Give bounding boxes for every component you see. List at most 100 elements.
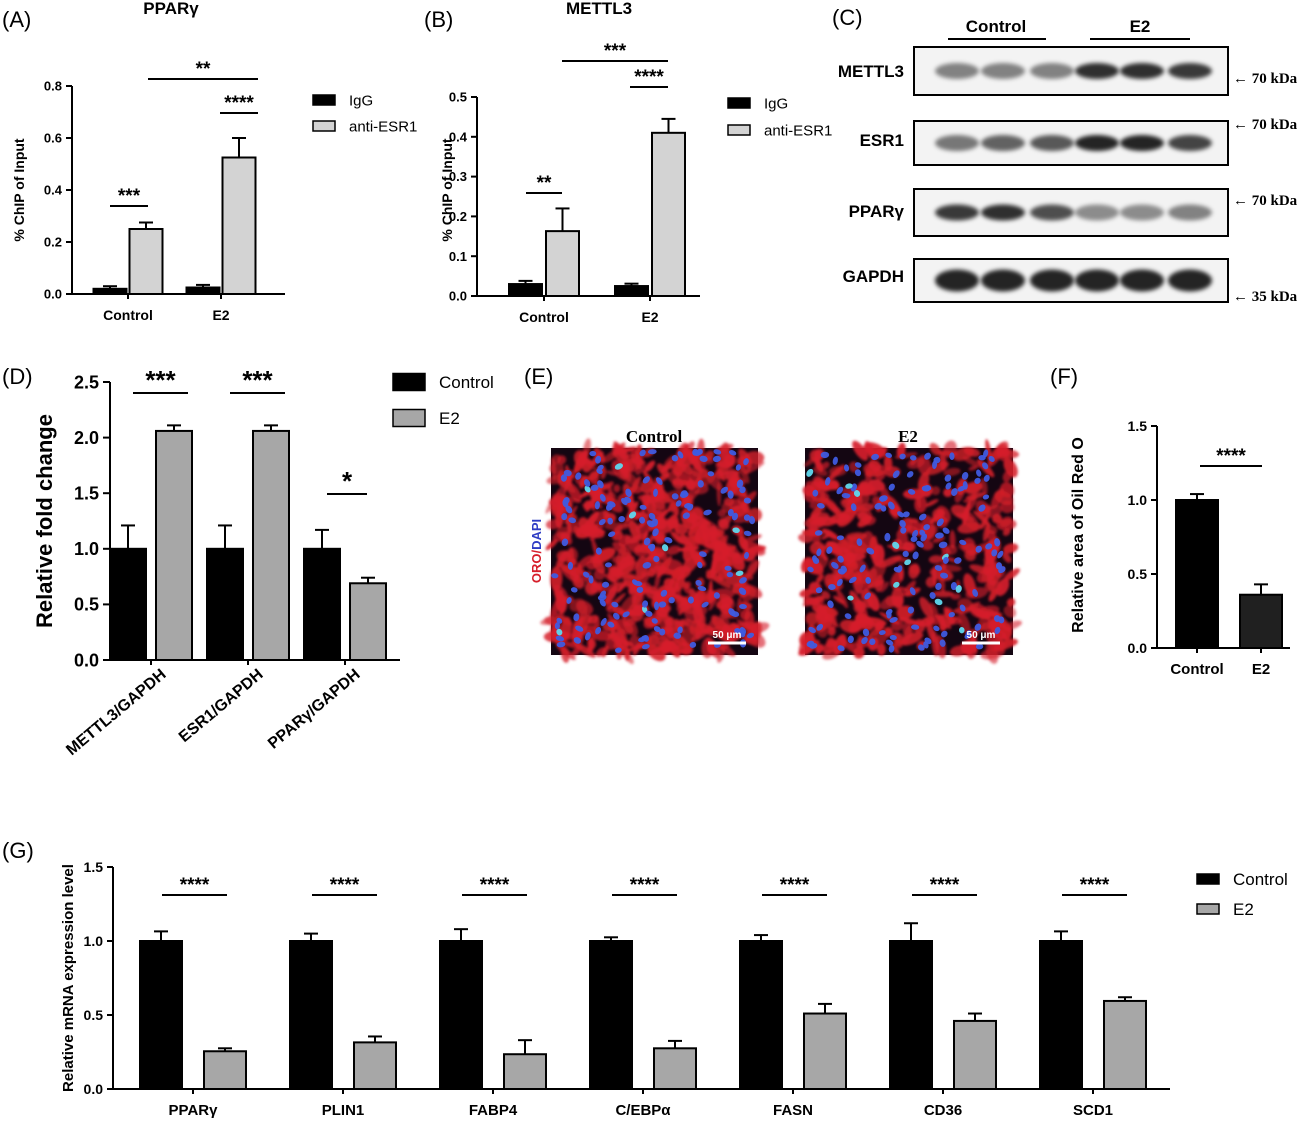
nucleus: [933, 625, 940, 632]
lipid-droplet: [986, 529, 997, 541]
lipid-droplet: [693, 588, 706, 607]
lipid-droplet: [830, 479, 840, 490]
lipid-droplet: [625, 643, 649, 652]
y-tick-label: 1.0: [1128, 492, 1148, 508]
nucleus: [899, 520, 906, 528]
panel-letter-b: (B): [424, 7, 453, 32]
lipid-droplet: [958, 612, 971, 635]
nucleus: [975, 545, 982, 553]
nucleus: [924, 452, 931, 460]
nucleus: [701, 601, 709, 608]
legend-label: IgG: [764, 95, 788, 112]
lipid-droplet: [676, 601, 690, 613]
x-tick-label: PPARγ/GAPDH: [265, 666, 364, 753]
nucleus: [856, 538, 863, 547]
nucleus: [735, 570, 744, 576]
significance-label: ****: [224, 93, 254, 114]
x-tick-label: ESR1/GAPDH: [176, 666, 267, 746]
bar: [503, 1053, 547, 1090]
nucleus: [816, 548, 822, 557]
nucleus: [806, 468, 814, 477]
nucleus: [697, 480, 704, 488]
nucleus: [568, 517, 577, 524]
nucleus: [614, 647, 622, 653]
lipid-droplet: [708, 525, 718, 539]
nucleus: [728, 608, 736, 616]
y-axis-label: % ChIP of Input: [11, 138, 27, 242]
nucleus: [647, 449, 657, 455]
nucleus: [607, 517, 613, 525]
blot-band: [935, 269, 979, 292]
nucleus: [639, 516, 646, 524]
nucleus: [850, 503, 857, 512]
nucleus: [689, 641, 697, 648]
y-tick-label: 0.2: [449, 209, 467, 224]
lipid-droplet: [631, 572, 650, 592]
nucleus: [601, 581, 610, 588]
nucleus: [874, 502, 882, 510]
nucleus: [815, 587, 823, 594]
nucleus: [653, 488, 658, 497]
lipid-droplet: [858, 480, 868, 493]
panel-letter-c: (C): [832, 5, 863, 30]
lipid-droplet: [973, 510, 991, 526]
nucleus: [732, 527, 740, 534]
nucleus: [906, 471, 914, 478]
lipid-droplet: [572, 566, 584, 574]
nucleus: [837, 645, 845, 652]
lipid-droplet: [877, 643, 886, 656]
lipid-droplet: [849, 642, 863, 649]
y-tick-label: 0.0: [74, 650, 99, 670]
nucleus: [561, 513, 568, 521]
lipid-droplet: [1004, 637, 1018, 646]
bar: [155, 429, 193, 662]
lipid-droplet: [798, 533, 813, 543]
y-tick-label: 0.5: [1128, 566, 1148, 582]
nucleus: [888, 645, 895, 653]
lipid-droplet: [569, 598, 586, 612]
x-tick-label: SCD1: [1073, 1102, 1113, 1119]
nucleus: [597, 594, 607, 601]
lipid-droplet: [908, 564, 921, 575]
y-tick-label: 0.8: [44, 79, 62, 94]
nucleus: [697, 561, 703, 569]
nucleus: [736, 479, 744, 489]
nucleus: [917, 644, 925, 651]
nucleus: [809, 643, 818, 649]
nucleus: [923, 524, 931, 531]
x-tick-label: Control: [1170, 661, 1223, 678]
blot-band: [1075, 63, 1119, 79]
nucleus: [853, 490, 861, 497]
lipid-droplet: [840, 535, 854, 554]
panel-letter-f: (F): [1050, 364, 1078, 389]
blot-row-3: GAPDH ← 35 kDa: [843, 258, 1298, 305]
bar: [1239, 593, 1283, 649]
nucleus: [735, 464, 742, 471]
nucleus: [597, 480, 604, 489]
lipid-droplet: [620, 594, 637, 614]
nucleus: [561, 538, 569, 547]
lipid-droplet: [852, 440, 869, 461]
nucleus: [556, 641, 566, 648]
lipid-droplet: [661, 459, 673, 473]
nucleus: [595, 455, 602, 464]
chart-a-ppargamma-chip: 0.0 0.2 0.4 0.6 0.8 % ChIP of Input PPARγ Contr…: [11, 0, 417, 323]
nucleus: [904, 559, 912, 566]
nucleus: [949, 452, 955, 460]
nucleus: [910, 536, 918, 543]
bar: [109, 547, 147, 661]
nucleus: [607, 621, 615, 628]
y-tick-label: 2.5: [74, 372, 99, 392]
nucleus: [974, 477, 981, 484]
lipid-droplet: [674, 523, 688, 535]
x-tick-label: PPARγ: [169, 1102, 219, 1119]
nucleus: [975, 643, 984, 650]
lipid-droplet: [593, 447, 606, 464]
lipid-droplet: [1000, 500, 1015, 514]
nucleus: [600, 617, 607, 626]
lipid-droplet: [678, 607, 685, 616]
nucleus: [562, 499, 569, 508]
x-tick-label: FABP4: [469, 1102, 518, 1119]
lipid-droplet: [573, 450, 589, 474]
